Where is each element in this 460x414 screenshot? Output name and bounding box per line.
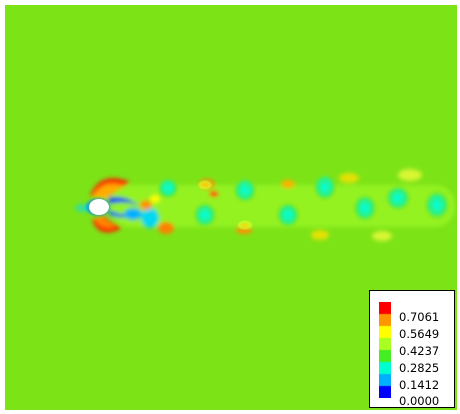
legend-tick-label: 0.7061 — [399, 311, 439, 323]
legend-tick-label: 0.2825 — [399, 362, 439, 374]
legend-tick-label: 0.4237 — [399, 345, 439, 357]
legend-tick-label: 0.1412 — [399, 379, 439, 391]
cylinder-body — [89, 199, 109, 215]
legend-tick-label: 0.0000 — [399, 395, 439, 407]
legend-tick-label: 0.5649 — [399, 328, 439, 340]
legend-colorbar — [379, 302, 391, 398]
color-legend: 0.7061 0.5649 0.4237 0.2825 0.1412 0.000… — [369, 290, 455, 408]
